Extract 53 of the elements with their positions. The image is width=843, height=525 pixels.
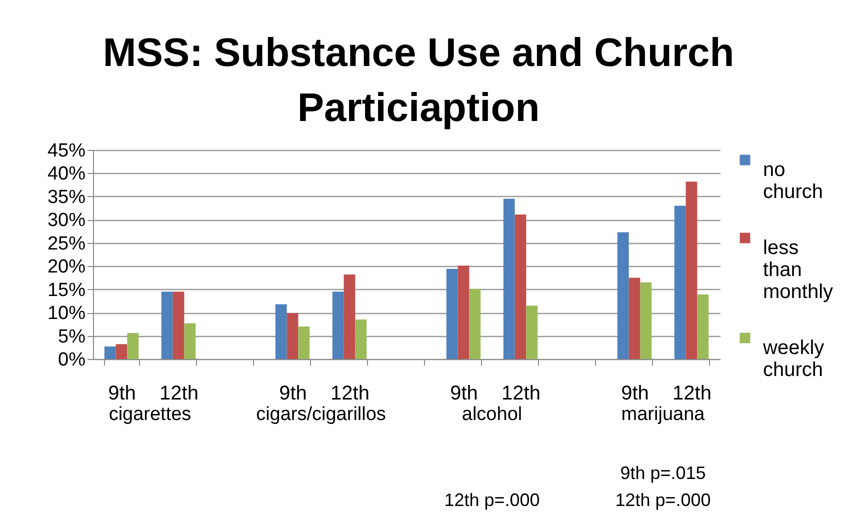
bar: [286, 313, 298, 359]
x-tick-label: 9th: [279, 382, 307, 404]
text: 9th p=.015: [620, 463, 706, 483]
y-tick-label: 10%: [47, 303, 86, 324]
y-tick-label: 30%: [47, 210, 86, 232]
bar: [458, 266, 470, 359]
x-tick-label: 9th: [108, 382, 136, 404]
y-tick-label: 40%: [47, 164, 86, 185]
bar: [503, 198, 515, 359]
y-tick-label: 15%: [47, 280, 86, 301]
bar: [104, 346, 116, 359]
text: 12th p=.000: [444, 490, 540, 510]
bar: [298, 326, 310, 359]
y-tick-label: 45%: [47, 140, 86, 162]
x-tick-label: 12th: [672, 382, 712, 404]
legend-label: no church: [763, 159, 824, 203]
bar: [617, 232, 629, 359]
legend-label: less than monthly: [763, 237, 834, 303]
bar: [697, 294, 709, 359]
x-tick-label: 9th: [450, 382, 478, 404]
bar: [275, 304, 287, 359]
bar: [184, 323, 196, 359]
x-tick-label: 9th: [621, 382, 649, 404]
x-tick-label: 12th: [502, 382, 540, 404]
y-tick-label: 35%: [47, 186, 86, 208]
text: alcohol: [462, 404, 522, 425]
x-tick-label: 12th: [330, 382, 370, 404]
bar: [161, 292, 173, 359]
text: cigars/cigarillos: [256, 404, 386, 425]
y-tick-label: 20%: [47, 256, 86, 278]
bar: [355, 320, 367, 359]
bar: [640, 282, 652, 359]
text: marijuana: [621, 404, 706, 425]
text: 12th p=.000: [615, 490, 711, 510]
y-tick-label: 0%: [58, 350, 86, 370]
x-tick-label: 12th: [160, 382, 198, 404]
text: cigarettes: [108, 404, 192, 425]
bar: [172, 292, 184, 359]
legend-label: weekly church: [762, 337, 824, 381]
bar: [526, 306, 538, 359]
bar: [469, 288, 481, 359]
bar: [332, 292, 344, 359]
y-tick-label: 25%: [47, 233, 86, 254]
bar: [446, 268, 458, 359]
bar: [116, 344, 128, 359]
bar: [127, 332, 139, 359]
bar: [674, 206, 686, 359]
bar: [344, 274, 356, 359]
bar: [514, 214, 526, 359]
bar: [628, 278, 640, 359]
bar: [686, 182, 698, 359]
chart-title: MSS: Substance Use and Church Particiaption: [102, 31, 734, 130]
y-tick-label: 5%: [58, 326, 86, 348]
